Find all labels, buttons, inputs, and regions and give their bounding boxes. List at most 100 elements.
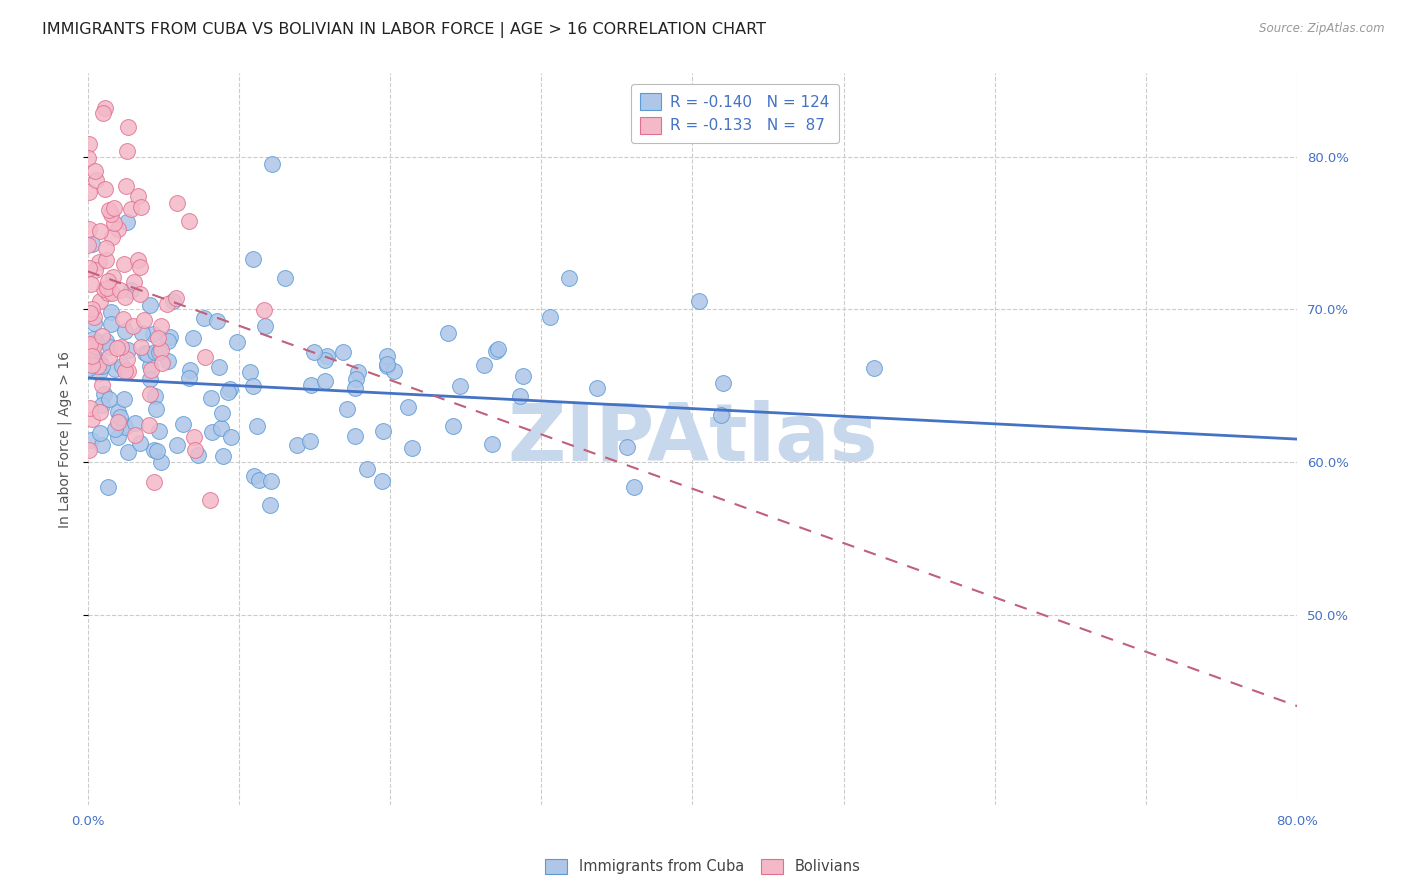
Point xyxy=(711,376,734,390)
Point xyxy=(107,430,129,444)
Point xyxy=(100,317,122,331)
Point xyxy=(121,319,143,334)
Point xyxy=(194,351,217,365)
Point xyxy=(80,412,103,426)
Point xyxy=(585,381,607,395)
Point xyxy=(108,283,131,297)
Point xyxy=(344,381,367,395)
Point xyxy=(115,351,138,366)
Point xyxy=(93,282,115,296)
Point xyxy=(97,480,120,494)
Point xyxy=(114,324,136,338)
Point xyxy=(145,401,167,416)
Point xyxy=(208,360,231,375)
Point xyxy=(150,356,173,370)
Point xyxy=(117,343,139,357)
Point xyxy=(226,334,249,349)
Point xyxy=(193,311,215,326)
Point xyxy=(148,345,170,359)
Point xyxy=(211,406,233,420)
Point xyxy=(253,302,276,317)
Point xyxy=(83,263,105,277)
Point xyxy=(344,372,367,386)
Point xyxy=(117,120,139,134)
Point xyxy=(79,306,101,320)
Point xyxy=(134,313,156,327)
Point xyxy=(159,330,181,344)
Point xyxy=(80,277,103,292)
Point xyxy=(114,179,136,194)
Point xyxy=(77,137,100,152)
Point xyxy=(80,433,103,447)
Point xyxy=(122,275,145,289)
Point xyxy=(124,427,146,442)
Point xyxy=(139,359,162,374)
Y-axis label: In Labor Force | Age > 16: In Labor Force | Age > 16 xyxy=(58,351,72,527)
Point xyxy=(77,237,100,252)
Point xyxy=(91,328,114,343)
Point xyxy=(315,349,337,363)
Point xyxy=(134,346,156,360)
Point xyxy=(115,215,138,229)
Point xyxy=(77,261,100,276)
Point xyxy=(441,418,464,433)
Point xyxy=(110,359,132,374)
Point xyxy=(77,443,100,458)
Point xyxy=(274,271,297,285)
Point xyxy=(401,441,423,455)
Point xyxy=(89,294,111,309)
Point xyxy=(156,297,179,311)
Point xyxy=(91,359,114,374)
Point xyxy=(101,229,124,244)
Point xyxy=(79,401,101,415)
Point xyxy=(166,437,188,451)
Point xyxy=(139,298,162,312)
Point xyxy=(688,293,710,308)
Point xyxy=(83,310,105,324)
Point xyxy=(93,106,115,120)
Point xyxy=(209,421,232,435)
Point xyxy=(107,415,129,429)
Point xyxy=(218,383,240,397)
Point xyxy=(87,255,110,269)
Point xyxy=(100,305,122,319)
Point xyxy=(103,270,125,285)
Point xyxy=(142,327,165,342)
Point xyxy=(356,461,378,475)
Point xyxy=(509,389,531,403)
Point xyxy=(84,164,107,178)
Point xyxy=(710,408,733,422)
Point xyxy=(149,343,172,358)
Point xyxy=(117,364,139,378)
Point xyxy=(139,386,162,401)
Point xyxy=(260,157,283,171)
Point xyxy=(79,222,101,236)
Point xyxy=(200,492,222,507)
Point xyxy=(219,430,242,444)
Point xyxy=(184,442,207,457)
Point xyxy=(87,366,110,380)
Point xyxy=(77,361,100,376)
Point xyxy=(314,374,336,388)
Point xyxy=(347,365,370,379)
Text: Source: ZipAtlas.com: Source: ZipAtlas.com xyxy=(1260,22,1385,36)
Point xyxy=(82,359,104,373)
Point xyxy=(82,237,104,252)
Point xyxy=(148,425,170,439)
Point xyxy=(370,474,392,488)
Point xyxy=(117,445,139,459)
Point xyxy=(114,364,136,378)
Point xyxy=(110,340,132,354)
Point xyxy=(127,189,149,203)
Point xyxy=(91,377,114,392)
Point xyxy=(187,448,209,462)
Point xyxy=(344,429,367,443)
Point xyxy=(247,473,270,487)
Point xyxy=(173,417,195,432)
Point xyxy=(162,294,184,309)
Point xyxy=(377,359,399,373)
Point xyxy=(94,182,117,196)
Point xyxy=(472,358,495,372)
Point xyxy=(107,221,129,235)
Point xyxy=(616,440,638,454)
